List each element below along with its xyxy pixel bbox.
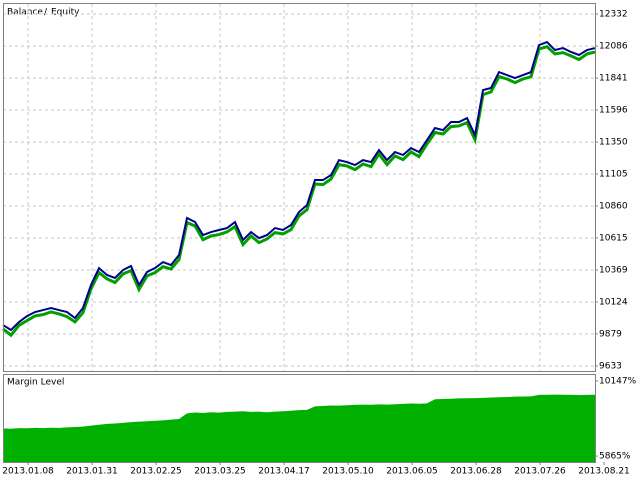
y-tick-label: 12332 bbox=[599, 10, 628, 20]
x-tick-label: 2013.01.31 bbox=[66, 467, 118, 477]
y-tick-label: 10147% bbox=[599, 376, 637, 386]
y-tick-label: 11350 bbox=[599, 138, 628, 148]
margin-area bbox=[3, 394, 595, 462]
x-tick-label: 2013.02.25 bbox=[130, 467, 182, 477]
y-tick-label: 11105 bbox=[599, 170, 628, 180]
x-tick-label: 2013.06.05 bbox=[386, 467, 438, 477]
y-tick-label: 11596 bbox=[599, 106, 628, 116]
legend-separator: / bbox=[44, 8, 48, 18]
y-tick-label: 10860 bbox=[599, 201, 628, 211]
x-tick-label: 2013.07.26 bbox=[514, 467, 566, 477]
y-tick-label: 5865% bbox=[599, 452, 631, 462]
y-tick-label: 11841 bbox=[599, 74, 628, 84]
legend-equity: Equity bbox=[51, 8, 80, 18]
y-tick-label: 10369 bbox=[599, 266, 628, 276]
y-tick-label: 12086 bbox=[599, 42, 628, 52]
panel-title: Margin Level bbox=[7, 378, 64, 388]
margin-panel bbox=[3, 374, 596, 463]
x-tick-label: 2013.06.28 bbox=[450, 467, 502, 477]
legend-balance: Balance bbox=[7, 8, 43, 18]
x-tick-label: 2013.05.10 bbox=[322, 467, 374, 477]
x-tick-label: 2013.01.08 bbox=[2, 467, 54, 477]
y-tick-label: 9633 bbox=[599, 362, 622, 372]
x-tick-label: 2013.04.17 bbox=[258, 467, 310, 477]
equity-line bbox=[2, 44, 596, 338]
x-tick-label: 2013.03.25 bbox=[194, 467, 246, 477]
balance-line bbox=[2, 40, 596, 332]
main-panel bbox=[3, 3, 596, 372]
y-tick-label: 9879 bbox=[599, 329, 622, 339]
y-tick-label: 10615 bbox=[599, 233, 628, 243]
x-tick-label: 2013.08.21 bbox=[578, 467, 630, 477]
y-tick-label: 10124 bbox=[599, 297, 628, 307]
